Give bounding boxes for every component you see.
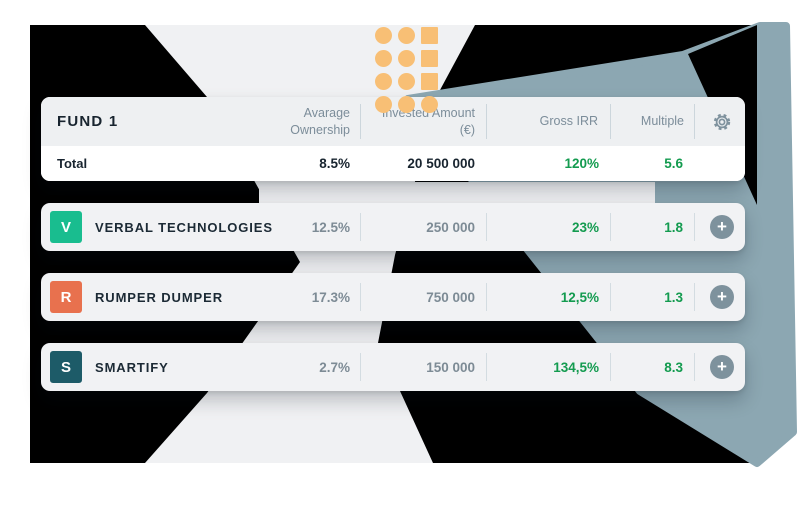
column-header-ownership: Avarage Ownership xyxy=(290,105,350,137)
table-header-row: FUND 1 Avarage Ownership Invested Amount… xyxy=(41,97,745,146)
expand-row-button[interactable]: + xyxy=(710,285,734,309)
company-row: S SMARTIFY 2.7% 150 000 134,5% 8.3 + xyxy=(41,343,745,391)
column-divider xyxy=(360,213,361,241)
orange-circle-dot xyxy=(375,96,392,113)
total-label: Total xyxy=(57,156,88,171)
gross-irr-value: 134,5% xyxy=(553,359,599,375)
orange-circle-dot xyxy=(398,50,415,67)
column-divider xyxy=(610,104,611,139)
invested-value: 150 000 xyxy=(426,359,475,375)
column-header-multiple: Multiple xyxy=(640,114,684,129)
orange-square-dot xyxy=(421,27,438,44)
company-initial-badge: R xyxy=(50,281,82,313)
company-row: V VERBAL TECHNOLOGIES 12.5% 250 000 23% … xyxy=(41,203,745,251)
gray-gap-strip xyxy=(259,182,655,205)
expand-row-button[interactable]: + xyxy=(710,355,734,379)
multiple-value: 1.8 xyxy=(664,219,683,235)
company-initial-badge: S xyxy=(50,351,82,383)
column-divider xyxy=(694,104,695,139)
orange-square-dot xyxy=(421,50,438,67)
column-divider xyxy=(486,353,487,381)
total-ownership-value: 8.5% xyxy=(319,156,350,171)
orange-circle-dot xyxy=(375,27,392,44)
column-divider xyxy=(610,283,611,311)
orange-square-dot xyxy=(421,73,438,90)
orange-dot-grid xyxy=(375,27,438,116)
fund-title: FUND 1 xyxy=(57,113,119,130)
orange-circle-dot xyxy=(398,27,415,44)
expand-row-button[interactable]: + xyxy=(710,215,734,239)
column-divider xyxy=(360,104,361,139)
column-divider xyxy=(610,353,611,381)
invested-value: 750 000 xyxy=(426,289,475,305)
orange-circle-dot xyxy=(375,50,392,67)
orange-circle-dot xyxy=(375,73,392,90)
total-invested-value: 20 500 000 xyxy=(407,156,475,171)
total-multiple-value: 5.6 xyxy=(664,156,683,171)
company-name: VERBAL TECHNOLOGIES xyxy=(95,219,273,235)
column-divider xyxy=(360,353,361,381)
orange-circle-dot xyxy=(398,96,415,113)
column-divider xyxy=(610,213,611,241)
ownership-value: 17.3% xyxy=(311,289,350,305)
column-divider xyxy=(486,283,487,311)
orange-circle-dot xyxy=(398,73,415,90)
multiple-value: 1.3 xyxy=(664,289,683,305)
gross-irr-value: 12,5% xyxy=(560,289,599,305)
invested-value: 250 000 xyxy=(426,219,475,235)
column-header-gross-irr: Gross IRR xyxy=(539,114,598,129)
multiple-value: 8.3 xyxy=(664,359,683,375)
column-divider xyxy=(486,213,487,241)
ownership-value: 12.5% xyxy=(311,219,350,235)
column-divider xyxy=(694,353,695,381)
column-divider xyxy=(486,104,487,139)
company-name: RUMPER DUMPER xyxy=(95,289,223,305)
orange-circle-dot xyxy=(421,96,438,113)
column-divider xyxy=(694,213,695,241)
total-gross-irr-value: 120% xyxy=(564,156,599,171)
company-name: SMARTIFY xyxy=(95,359,169,375)
company-initial-badge: V xyxy=(50,211,82,243)
gross-irr-value: 23% xyxy=(571,219,599,235)
company-row: R RUMPER DUMPER 17.3% 750 000 12,5% 1.3 … xyxy=(41,273,745,321)
total-row: Total 8.5% 20 500 000 120% 5.6 xyxy=(41,146,745,181)
settings-gear-icon[interactable] xyxy=(708,108,736,136)
column-divider xyxy=(694,283,695,311)
ownership-value: 2.7% xyxy=(319,359,350,375)
column-divider xyxy=(360,283,361,311)
fund-summary-card: FUND 1 Avarage Ownership Invested Amount… xyxy=(41,97,745,181)
